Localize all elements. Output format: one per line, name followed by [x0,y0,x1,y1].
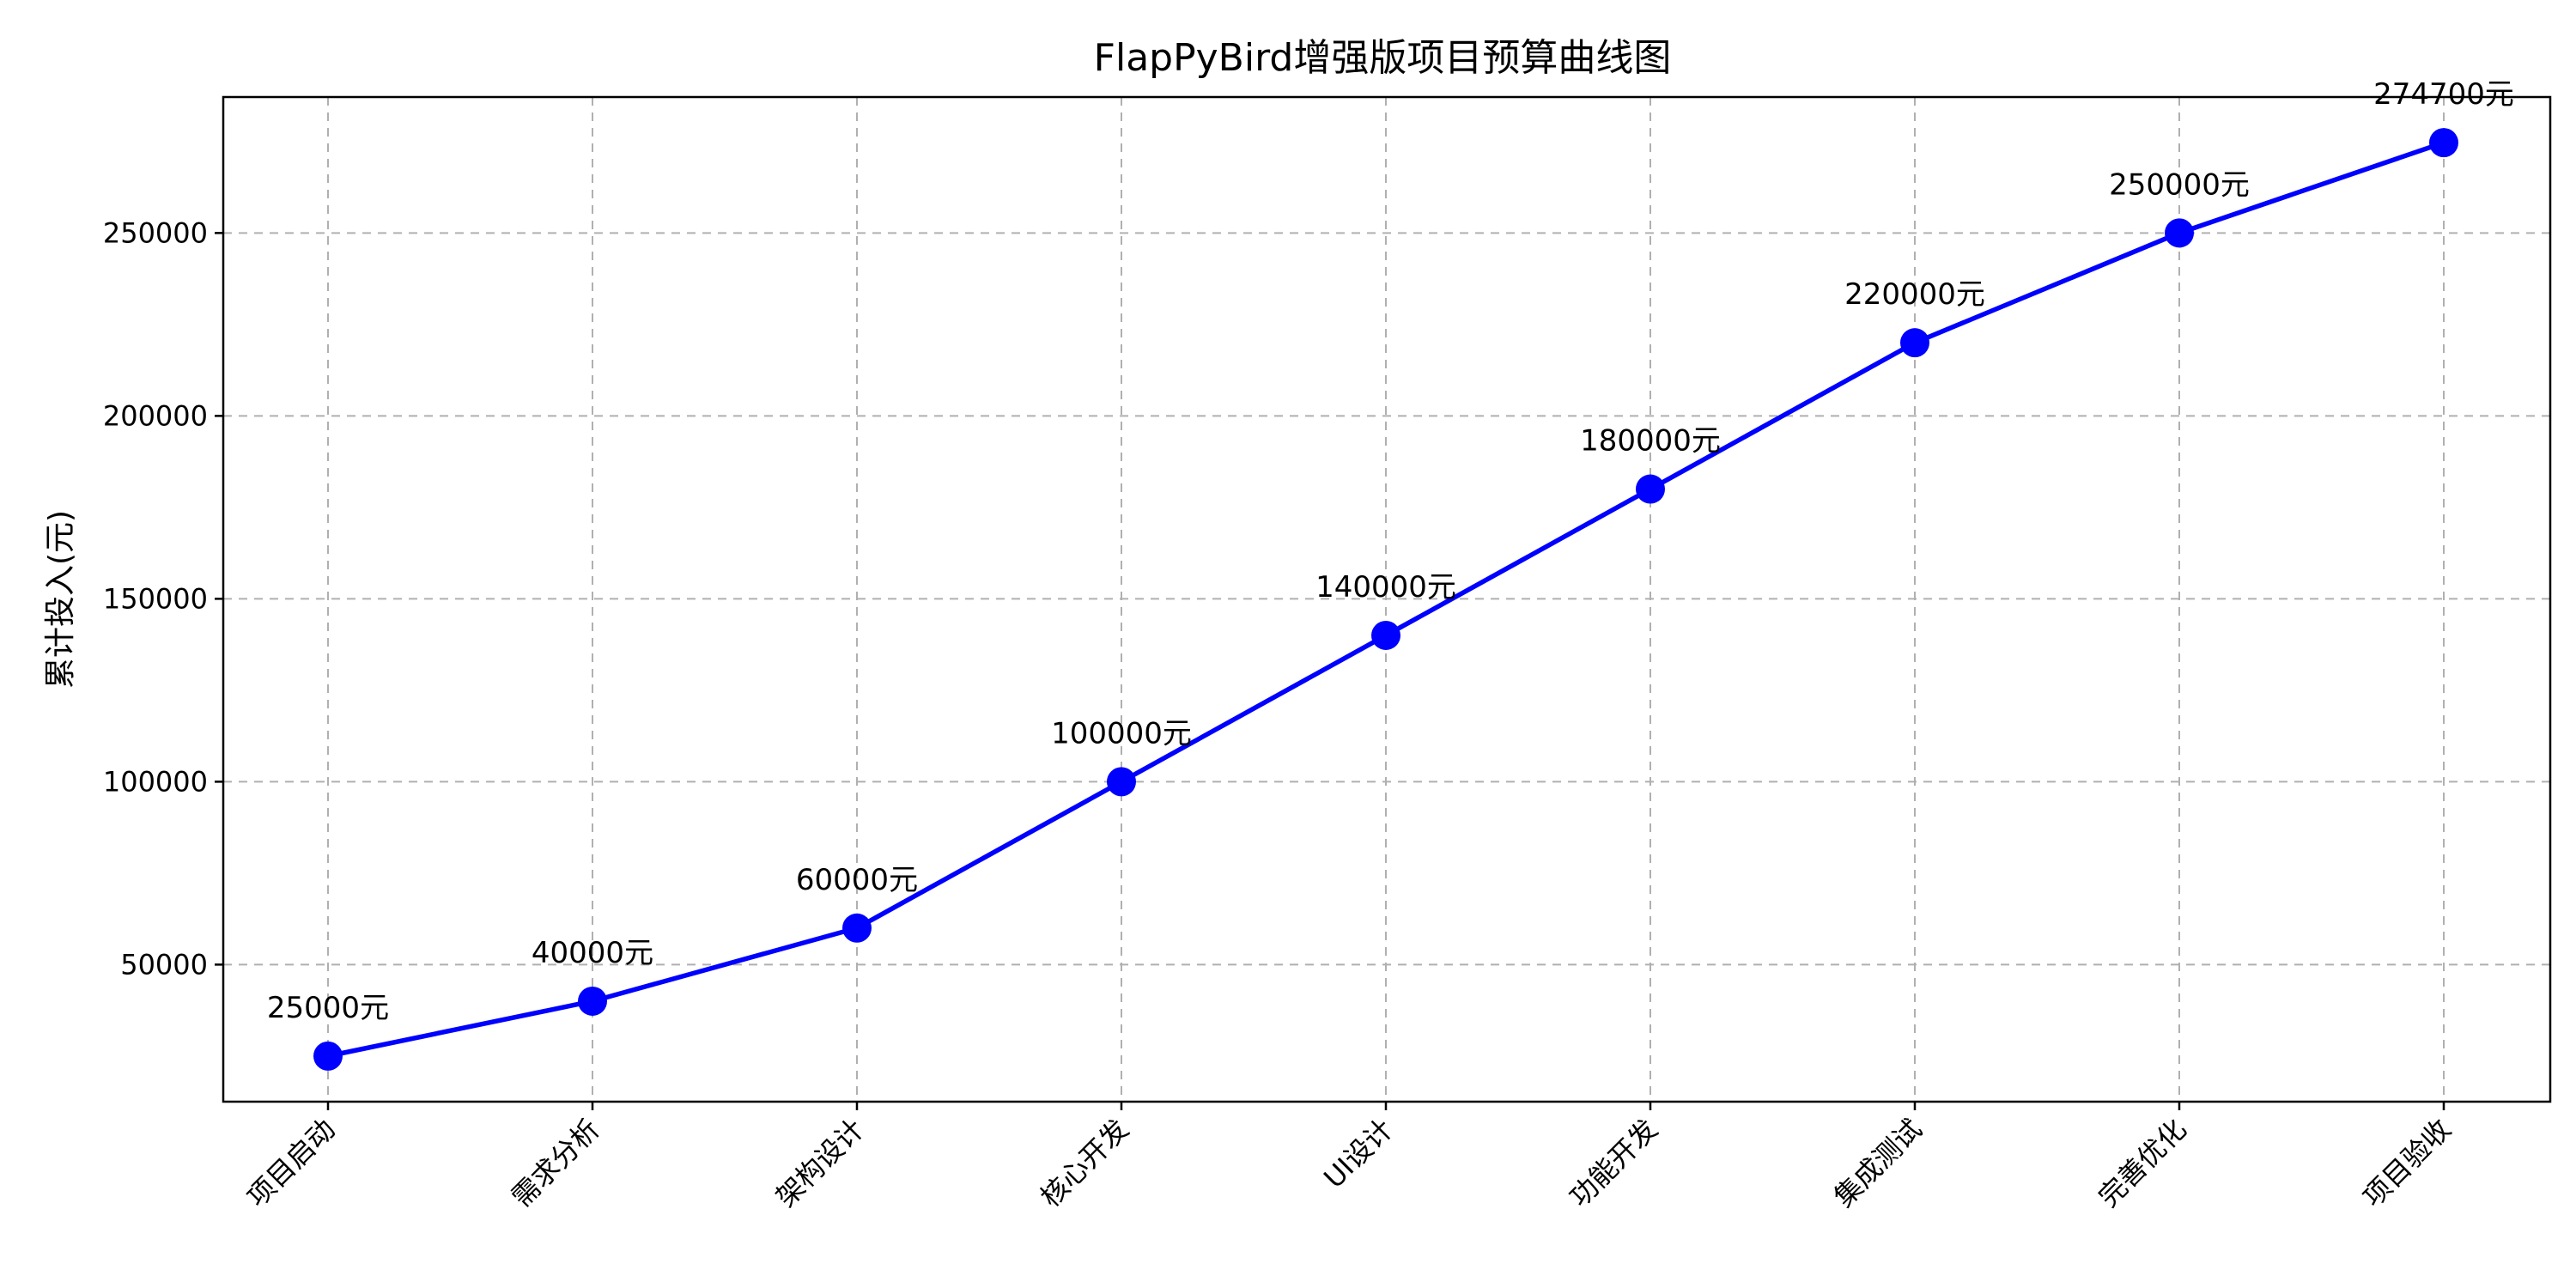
data-label: 40000元 [532,936,653,970]
x-tick-label: 核心开发 [1034,1113,1134,1213]
data-label: 180000元 [1580,424,1721,459]
x-tick-label: 需求分析 [505,1113,605,1213]
data-point [1900,328,1929,358]
data-point [1636,474,1665,504]
data-point [842,913,872,943]
data-point [578,986,607,1016]
x-tick-label: 功能开发 [1563,1113,1663,1213]
data-point [1371,620,1400,650]
data-labels: 25000元 40000元 60000元 100000元 140000元 180000元 2… [267,77,2514,1025]
x-axis: 项目启动 需求分析 架构设计 核心开发 UI设计 功能开发 集成测试 完善优化 项目验收 [240,1102,2458,1213]
data-label: 60000元 [796,863,918,897]
y-tick-label: 150000 [103,582,208,615]
data-label: 140000元 [1315,570,1456,605]
series-budget [313,128,2458,1071]
y-tick-label: 200000 [103,399,208,432]
chart-title: FlapPyBird增强版项目预算曲线图 [1094,36,1672,80]
y-tick-label: 250000 [103,216,208,249]
x-tick-label: 项目启动 [240,1113,341,1213]
data-label: 274700元 [2373,77,2514,112]
data-label: 100000元 [1051,716,1192,750]
data-point [313,1041,343,1071]
data-label: 250000元 [2109,167,2250,202]
data-point [1107,767,1136,797]
grid-lines [223,97,2550,1102]
data-label: 25000元 [267,991,389,1025]
x-tick-label: 完善优化 [2092,1113,2192,1213]
x-tick-label: 集成测试 [1827,1113,1928,1213]
x-tick-label: 项目验收 [2356,1113,2457,1213]
x-tick-label: UI设计 [1317,1113,1399,1194]
y-axis-label: 累计投入(元) [43,510,78,689]
data-label: 220000元 [1844,277,1985,312]
y-tick-label: 50000 [120,948,208,981]
x-tick-label: 架构设计 [769,1113,870,1213]
data-point [2429,128,2458,158]
data-point [2165,218,2194,248]
y-axis: 50000 100000 150000 200000 250000 [103,216,223,981]
y-tick-label: 100000 [103,765,208,798]
